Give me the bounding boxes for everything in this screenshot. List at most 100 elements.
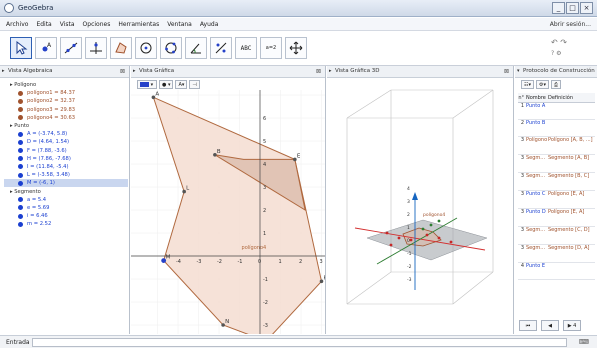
algebra-group-header[interactable]: ▸ Polígono — [10, 82, 37, 89]
protocol-cell-definition: Segmento [A, B] — [548, 155, 590, 161]
menu-archivo[interactable]: Archivo — [6, 20, 29, 28]
graphics-canvas[interactable]: -4-3-2-101234654321-1-2-3-4ABELMNOPpolíg… — [131, 90, 326, 334]
move-tool-button[interactable] — [10, 37, 32, 59]
protocol-row[interactable]: 3 Polígono Polígono [A, B, ...] — [518, 137, 595, 155]
visibility-toggle-icon[interactable] — [18, 180, 23, 186]
protocol-export-button[interactable]: ⎙ — [551, 80, 562, 89]
algebra-item[interactable]: polígono2 = 32.37 — [4, 97, 128, 105]
color-button[interactable]: ▾ — [137, 80, 157, 89]
next-step-button[interactable]: ▶ 4 — [563, 320, 581, 331]
visibility-toggle-icon[interactable] — [18, 148, 23, 154]
menu-opciones[interactable]: Opciones — [82, 20, 111, 28]
protocol-columns-button[interactable]: ☷▾ — [521, 80, 534, 89]
algebra-item[interactable]: a = 5.4 — [4, 196, 128, 204]
perpendicular-tool-button[interactable] — [85, 37, 107, 59]
menu-ayuda[interactable]: Ayuda — [199, 20, 219, 28]
protocol-row[interactable]: 3 Segm... Segmento [C, D] — [518, 227, 595, 245]
protocol-row[interactable]: 3 Punto D Polígono [E, A] — [518, 209, 595, 227]
algebra-group-header[interactable]: ▸ Punto — [10, 123, 30, 130]
first-step-button[interactable]: ⏮ — [519, 320, 537, 331]
circle-tool-button[interactable] — [135, 37, 157, 59]
reflect-tool-button[interactable] — [210, 37, 232, 59]
protocol-row[interactable]: 2 Punto B — [518, 120, 595, 137]
point-label: M — [166, 255, 171, 261]
circle-three-points-icon — [165, 42, 177, 54]
visibility-toggle-icon[interactable] — [18, 197, 23, 203]
algebra-item[interactable]: i = 6.46 — [4, 212, 128, 220]
visibility-toggle-icon[interactable] — [18, 221, 23, 227]
algebra-item[interactable]: D = (4.64, 1.54) — [4, 138, 128, 146]
visibility-toggle-icon[interactable] — [18, 205, 23, 211]
visibility-toggle-icon[interactable] — [18, 131, 23, 137]
angle-tool-icon — [190, 43, 201, 54]
undo-redo-buttons[interactable]: ↶ ↷ — [551, 38, 567, 47]
algebra-item[interactable]: polígono4 = 30.63 — [4, 114, 128, 122]
slider-tool-button[interactable]: a=2 — [260, 37, 282, 59]
minimize-button[interactable]: _ — [552, 2, 565, 14]
protocol-row[interactable]: 3 Punto C Polígono [E, A] — [518, 191, 595, 209]
collapse-icon[interactable]: ▾ — [517, 68, 520, 74]
collapse-icon[interactable]: ▸ — [329, 68, 332, 74]
angle-tool-button[interactable] — [185, 37, 207, 59]
algebra-group-header[interactable]: ▸ Segmento — [10, 188, 41, 195]
algebra-item[interactable]: H = (7.86, -7.68) — [4, 155, 128, 163]
fix-object-button[interactable]: ⊣ — [189, 80, 200, 89]
menu-ventana[interactable]: Ventana — [167, 20, 192, 28]
close-view-icon[interactable]: ⊠ — [503, 68, 509, 75]
visibility-toggle-icon[interactable] — [18, 115, 23, 121]
maximize-button[interactable]: □ — [566, 2, 579, 14]
protocol-row[interactable]: 3 Segm... Segmento [B, C] — [518, 173, 595, 191]
algebra-item[interactable]: L = (-3.58, 3.48) — [4, 171, 128, 179]
close-view-icon[interactable]: ⊠ — [315, 68, 321, 75]
visibility-toggle-icon[interactable] — [18, 98, 23, 104]
point-3d — [421, 227, 425, 231]
protocol-row[interactable]: 4 Punto E — [518, 263, 595, 280]
algebra-item[interactable]: A = (-3.74, 5.8) — [4, 130, 128, 138]
visibility-toggle-icon[interactable] — [18, 213, 23, 219]
visibility-toggle-icon[interactable] — [18, 156, 23, 162]
algebra-item[interactable]: e = 5.69 — [4, 204, 128, 212]
algebra-item[interactable]: M = (-6, 1) — [4, 179, 128, 188]
polygon-tool-button[interactable] — [110, 37, 132, 59]
circle-three-points-button[interactable] — [160, 37, 182, 59]
y-tick-label: 1 — [263, 231, 266, 237]
algebra-item[interactable]: polígono1 = 84.37 — [4, 89, 128, 97]
protocol-options-button[interactable]: ⚙▾ — [536, 80, 549, 89]
graphics-3d-canvas[interactable]: 4 3 2 1 0 -1 -2 -3 polígono4 — [327, 78, 514, 334]
move-view-tool-button[interactable] — [285, 37, 307, 59]
line-tool-button[interactable] — [60, 37, 82, 59]
text-tool-button[interactable]: ABC — [235, 37, 257, 59]
algebra-item-text: A = (-3.74, 5.8) — [27, 131, 68, 138]
algebra-item[interactable]: F = (7.88, -3.6) — [4, 147, 128, 155]
close-view-icon[interactable]: ⊠ — [119, 68, 125, 75]
visibility-toggle-icon[interactable] — [18, 164, 23, 170]
input-field[interactable] — [32, 338, 567, 347]
visibility-toggle-icon[interactable] — [18, 139, 23, 145]
algebra-item[interactable]: I = (11.84, -5.4) — [4, 163, 128, 171]
protocol-row[interactable]: 3 Segm... Segmento [A, B] — [518, 155, 595, 173]
x-tick-label: -1 — [238, 259, 243, 265]
help-settings-icons[interactable]: ? ⚙ — [551, 50, 562, 57]
previous-step-button[interactable]: ◀ — [541, 320, 559, 331]
label-style-button[interactable]: A▾ — [175, 80, 188, 89]
keyboard-icon[interactable]: ⌨ — [578, 338, 589, 346]
menu-vista[interactable]: Vista — [59, 20, 75, 28]
protocol-row[interactable]: 1 Punto A — [518, 103, 595, 120]
point-3d — [437, 236, 441, 240]
menu-edita[interactable]: Edita — [36, 20, 52, 28]
signin-link[interactable]: Abrir sesión... — [549, 21, 591, 28]
visibility-toggle-icon[interactable] — [18, 107, 23, 113]
protocol-cell-number: 3 — [520, 245, 524, 251]
point-p — [319, 279, 324, 284]
algebra-item[interactable]: m = 2.52 — [4, 220, 128, 228]
collapse-icon[interactable]: ▸ — [2, 68, 5, 74]
visibility-toggle-icon[interactable] — [18, 90, 23, 96]
protocol-row[interactable]: 3 Segm... Segmento [D, A] — [518, 245, 595, 263]
close-button[interactable]: × — [580, 2, 593, 14]
menu-herramientas[interactable]: Herramientas — [118, 20, 160, 28]
point-tool-button[interactable]: A — [35, 37, 57, 59]
algebra-item[interactable]: polígono3 = 29.83 — [4, 106, 128, 114]
collapse-icon[interactable]: ▸ — [133, 68, 136, 74]
point-style-button[interactable]: ● ▾ — [159, 80, 174, 89]
visibility-toggle-icon[interactable] — [18, 172, 23, 178]
